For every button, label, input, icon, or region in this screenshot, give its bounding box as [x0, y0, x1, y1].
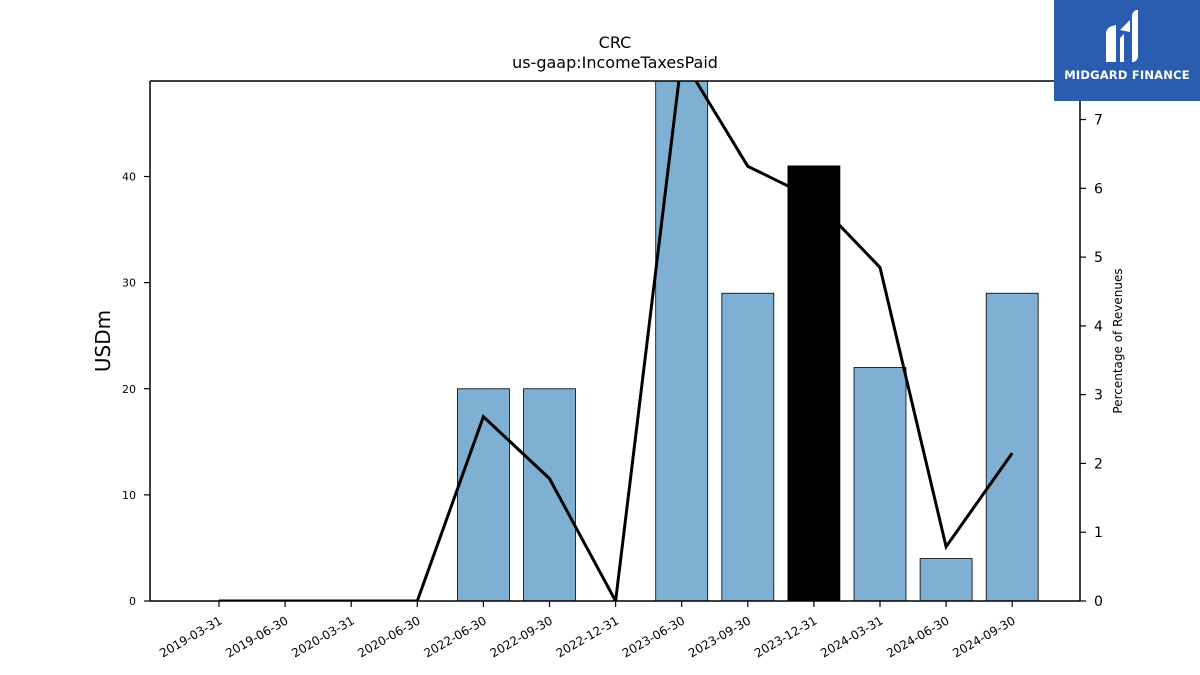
bar — [655, 81, 709, 601]
y2-tick-label: 3 — [1094, 388, 1103, 404]
y2-tick-label: 4 — [1094, 319, 1103, 335]
y2-tick-label: 1 — [1094, 525, 1103, 541]
y-tick-label: 20 — [122, 383, 136, 396]
y2-tick-label: 5 — [1094, 250, 1103, 266]
y2-tick-label: 2 — [1094, 456, 1103, 472]
bar — [919, 558, 973, 601]
chart-title: CRC — [599, 33, 632, 52]
bar — [523, 388, 576, 601]
y-tick-label: 30 — [122, 277, 136, 290]
y-tick-label: 10 — [122, 489, 136, 502]
y-axis-label: USDm — [91, 310, 115, 372]
x-tick-label: 2019-03-31 — [157, 613, 224, 660]
line-layer — [219, 81, 1014, 601]
y2-axis-label: Percentage of Revenues — [1111, 268, 1125, 413]
x-tick-label: 2023-09-30 — [686, 613, 753, 660]
bar — [721, 292, 775, 601]
x-tick-label: 2023-12-31 — [752, 613, 819, 660]
x-tick-label: 2022-12-31 — [554, 613, 621, 660]
brand-logo: MIDGARD FINANCE — [1054, 0, 1200, 101]
y2-tick-label: 0 — [1094, 594, 1103, 610]
chart-subtitle: us-gaap:IncomeTaxesPaid — [512, 53, 718, 72]
bar — [985, 292, 1039, 601]
bar — [853, 367, 907, 601]
bar-layer — [456, 81, 1039, 601]
y-tick-label: 0 — [129, 595, 136, 608]
midgard-logo-icon — [1106, 10, 1138, 62]
x-tick-label: 2020-06-30 — [355, 613, 422, 660]
y2-tick-label: 6 — [1094, 181, 1103, 197]
y2-tick-label: 7 — [1094, 113, 1103, 129]
x-tick-label: 2024-09-30 — [950, 613, 1017, 660]
x-tick-label: 2022-09-30 — [488, 613, 555, 660]
x-tick-label: 2019-06-30 — [223, 613, 290, 660]
brand-name: MIDGARD FINANCE — [1064, 68, 1190, 82]
y-tick-label: 40 — [122, 171, 136, 184]
bar — [787, 165, 841, 601]
bar — [456, 388, 510, 601]
x-tick-label: 2024-06-30 — [884, 613, 951, 660]
line-series — [219, 81, 1014, 601]
x-tick-label: 2023-06-30 — [620, 613, 687, 660]
x-tick-label: 2020-03-31 — [289, 613, 356, 660]
x-tick-label: 2022-06-30 — [421, 613, 488, 660]
x-tick-label: 2024-03-31 — [818, 613, 885, 660]
